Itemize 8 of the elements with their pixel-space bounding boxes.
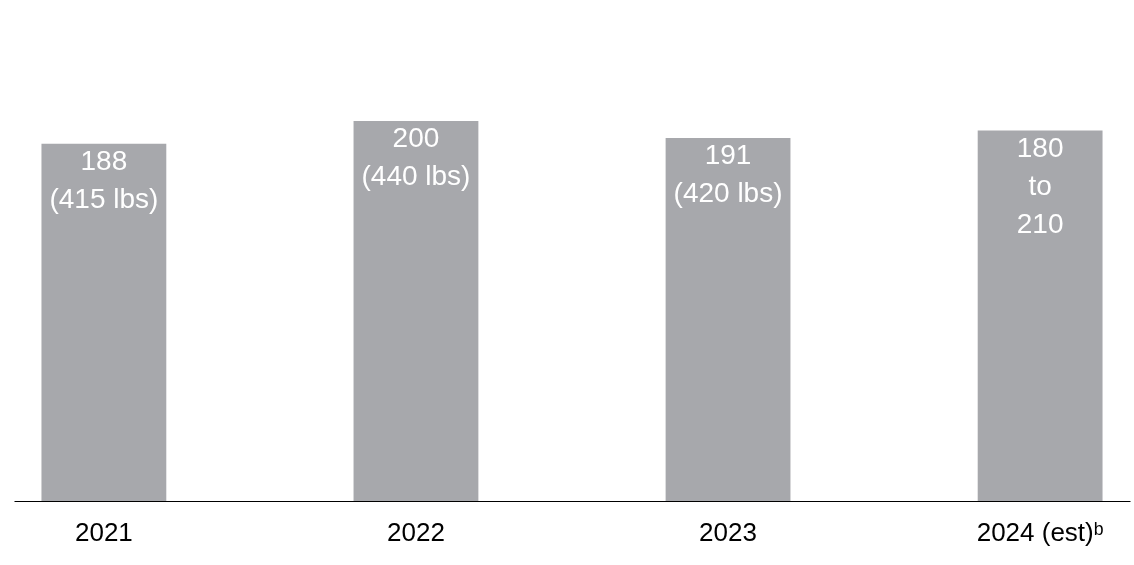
data-label: 200 (440 lbs): [361, 122, 471, 191]
x-tick-label: 2024 (est)ᵇ: [976, 516, 1104, 547]
data-label: 188 (415 lbs): [49, 144, 159, 214]
x-tick-label: 2023: [699, 516, 757, 547]
annotation: 180 to 210: [1016, 131, 1064, 239]
x-tick-label: 2022: [387, 516, 445, 547]
x-tick-label: 2021: [74, 516, 133, 547]
data-label: 191 (420 lbs): [673, 139, 783, 209]
